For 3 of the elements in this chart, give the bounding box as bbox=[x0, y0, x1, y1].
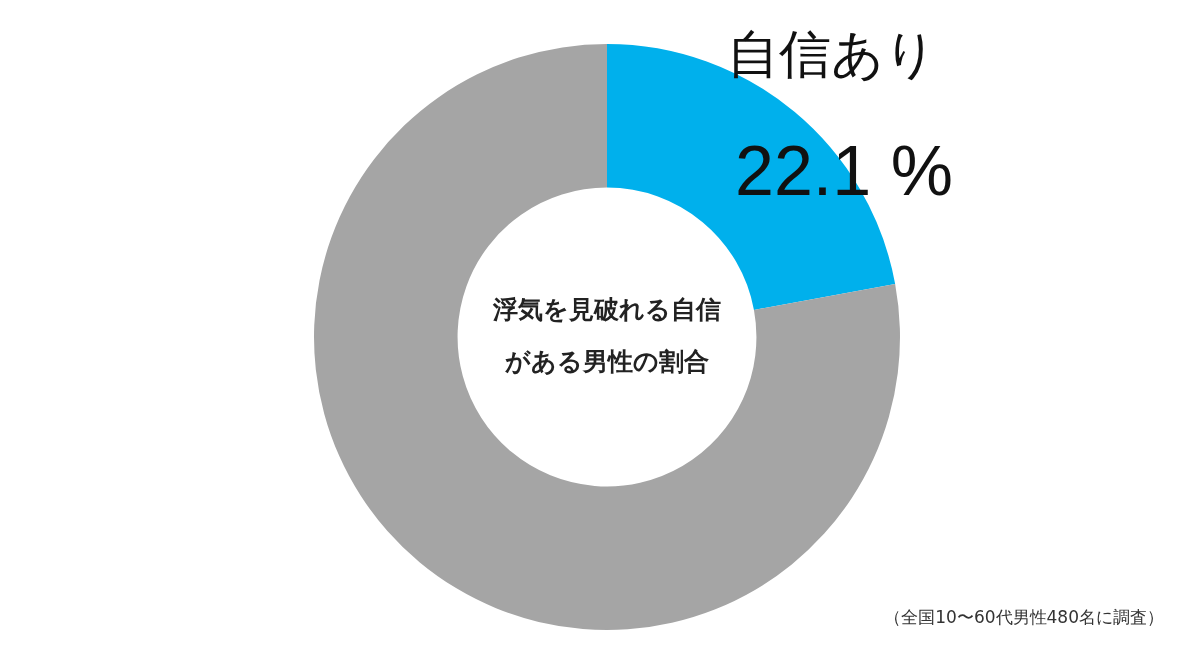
slice-label: 自信あり bbox=[726, 23, 937, 84]
text: 浮気を見破れる自信がある男性の割合 bbox=[492, 294, 722, 378]
text: （全国10〜60代男性480名に調査） bbox=[884, 606, 1164, 629]
